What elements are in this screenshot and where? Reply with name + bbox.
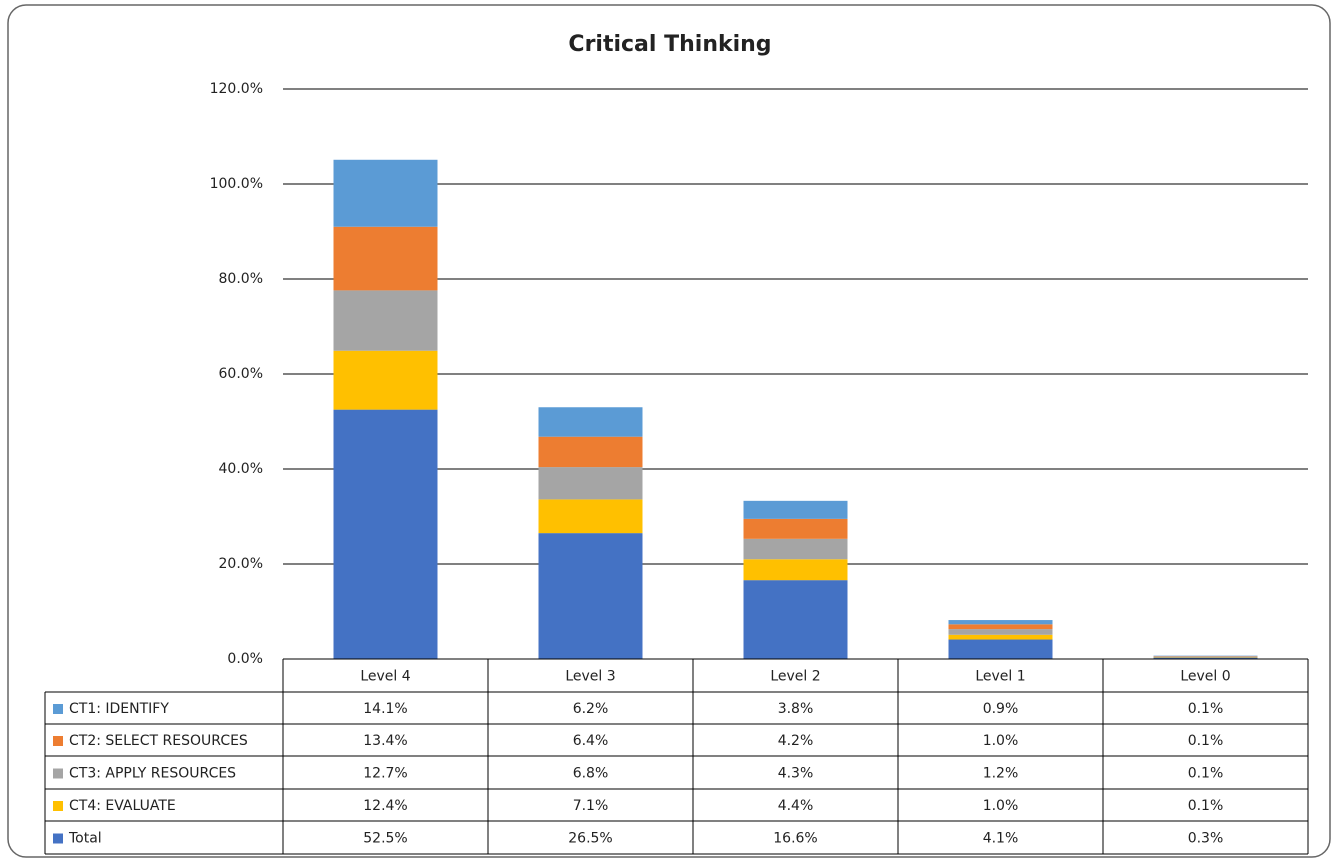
y-tick-label: 100.0% xyxy=(210,176,263,192)
legend-swatch xyxy=(53,833,63,844)
y-tick-label: 0.0% xyxy=(227,651,263,667)
bar-segment xyxy=(948,624,1053,630)
table-value: 0.1% xyxy=(1188,766,1224,782)
bar-segment xyxy=(743,580,848,659)
legend-label: CT2: SELECT RESOURCES xyxy=(69,733,248,749)
table-value: 12.4% xyxy=(363,798,407,814)
bar-segment xyxy=(333,159,438,227)
table-value: 0.1% xyxy=(1188,798,1224,814)
y-tick-label: 80.0% xyxy=(219,271,263,287)
table-value: 0.1% xyxy=(1188,701,1224,717)
x-tick-label: Level 4 xyxy=(360,669,410,685)
table-value: 4.3% xyxy=(778,766,814,782)
table-value: 4.4% xyxy=(778,798,814,814)
legend-label: CT1: IDENTIFY xyxy=(69,701,169,717)
y-tick-label: 120.0% xyxy=(210,81,263,97)
table-value: 1.0% xyxy=(983,798,1019,814)
legend-swatch xyxy=(53,801,63,811)
y-tick-label: 20.0% xyxy=(219,556,263,572)
legend-swatch xyxy=(53,768,63,779)
x-tick-label: Level 1 xyxy=(975,669,1025,685)
x-tick-label: Level 2 xyxy=(770,669,820,685)
chart-title: Critical Thinking xyxy=(568,32,771,57)
bar-segment xyxy=(333,226,438,291)
bar-segment xyxy=(333,350,438,410)
bar-segment xyxy=(333,290,438,351)
bar-segment xyxy=(948,629,1053,635)
bar-segment xyxy=(948,620,1053,625)
x-tick-label: Level 3 xyxy=(565,669,615,685)
bar-segment xyxy=(538,499,643,534)
table-value: 6.8% xyxy=(573,766,609,782)
y-tick-label: 40.0% xyxy=(219,461,263,477)
bar-segment xyxy=(743,518,848,539)
legend-swatch xyxy=(53,704,63,714)
legend-label: CT4: EVALUATE xyxy=(69,798,176,814)
table-value: 3.8% xyxy=(778,701,814,717)
table-value: 4.2% xyxy=(778,733,814,749)
bar-segment xyxy=(538,533,643,659)
legend-label: Total xyxy=(68,831,102,847)
table-value: 1.2% xyxy=(983,766,1019,782)
bar-segment xyxy=(743,500,848,519)
y-tick-label: 60.0% xyxy=(219,366,263,382)
table-value: 52.5% xyxy=(363,831,407,847)
bar-segment xyxy=(743,559,848,581)
bar-segment xyxy=(1153,657,1258,659)
x-tick-label: Level 0 xyxy=(1180,669,1230,685)
table-value: 14.1% xyxy=(363,701,407,717)
table-value: 6.4% xyxy=(573,733,609,749)
table-value: 16.6% xyxy=(773,831,817,847)
legend-swatch xyxy=(53,736,63,746)
table-value: 26.5% xyxy=(568,831,612,847)
legend-label: CT3: APPLY RESOURCES xyxy=(69,766,236,782)
bar-segment xyxy=(538,436,643,468)
chart-frame xyxy=(7,4,1331,858)
bar-segment xyxy=(538,407,643,437)
bar-segment xyxy=(538,467,643,500)
bar-segment xyxy=(743,538,848,560)
table-value: 0.9% xyxy=(983,701,1019,717)
table-value: 0.3% xyxy=(1188,831,1224,847)
bar-segment xyxy=(333,409,438,659)
table-value: 0.1% xyxy=(1188,733,1224,749)
table-value: 12.7% xyxy=(363,766,407,782)
table-value: 13.4% xyxy=(363,733,407,749)
bar-segment xyxy=(948,639,1053,659)
table-value: 1.0% xyxy=(983,733,1019,749)
table-value: 4.1% xyxy=(983,831,1019,847)
table-value: 7.1% xyxy=(573,798,609,814)
bar-segment xyxy=(948,634,1053,640)
table-value: 6.2% xyxy=(573,701,609,717)
